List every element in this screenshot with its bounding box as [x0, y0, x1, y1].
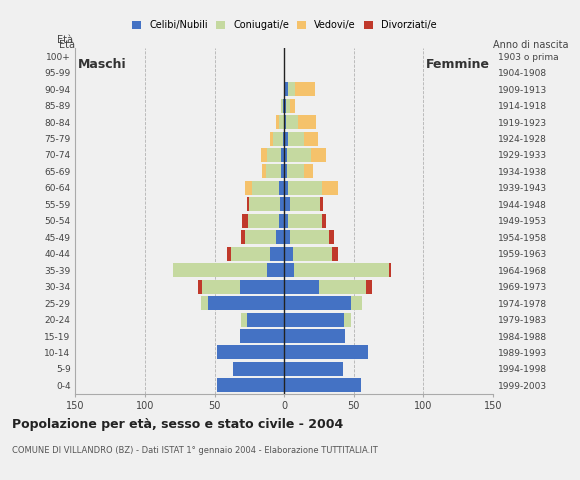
Bar	[290, 230, 329, 244]
Bar	[288, 132, 304, 145]
Bar	[304, 165, 313, 179]
Bar	[332, 247, 336, 261]
Bar	[281, 165, 284, 179]
Bar	[284, 296, 351, 310]
Bar	[231, 247, 270, 261]
Bar	[284, 329, 346, 343]
Bar	[284, 197, 290, 211]
Bar	[242, 214, 248, 228]
Bar	[276, 115, 278, 129]
Bar	[298, 115, 316, 129]
Bar	[284, 247, 292, 261]
Bar	[329, 230, 333, 244]
Bar	[290, 98, 295, 113]
Bar	[241, 312, 246, 326]
Text: Maschi: Maschi	[78, 58, 127, 71]
Bar	[278, 181, 284, 195]
Bar	[294, 263, 389, 277]
Bar	[304, 132, 318, 145]
Bar	[287, 148, 311, 162]
Text: Anno di nascita: Anno di nascita	[493, 40, 568, 50]
Bar	[285, 115, 298, 129]
Bar	[284, 132, 288, 145]
Bar	[248, 214, 278, 228]
Bar	[252, 181, 278, 195]
Bar	[173, 263, 267, 277]
Bar	[278, 214, 284, 228]
Text: Età: Età	[59, 40, 75, 50]
Bar	[249, 197, 280, 211]
Bar	[322, 214, 326, 228]
Bar	[245, 181, 252, 195]
Bar	[233, 362, 284, 376]
Bar	[273, 132, 283, 145]
Text: Femmine: Femmine	[426, 58, 490, 71]
Bar	[284, 312, 344, 326]
Legend: Celibi/Nubili, Coniugati/e, Vedovi/e, Divorziati/e: Celibi/Nubili, Coniugati/e, Vedovi/e, Di…	[130, 18, 438, 32]
Bar	[284, 165, 287, 179]
Bar	[283, 98, 284, 113]
Bar	[320, 197, 323, 211]
Bar	[270, 132, 273, 145]
Bar	[267, 263, 284, 277]
Bar	[262, 165, 266, 179]
Bar	[344, 312, 351, 326]
Bar	[292, 247, 332, 261]
Bar	[284, 280, 319, 294]
Bar	[332, 247, 339, 261]
Bar	[281, 148, 284, 162]
Bar	[284, 230, 290, 244]
Bar	[288, 214, 322, 228]
Bar	[285, 98, 290, 113]
Bar	[201, 296, 208, 310]
Bar	[284, 148, 287, 162]
Bar	[267, 148, 281, 162]
Bar	[329, 230, 334, 244]
Bar	[283, 132, 284, 145]
Bar	[208, 296, 284, 310]
Bar	[202, 280, 240, 294]
Bar	[245, 230, 276, 244]
Bar	[284, 362, 343, 376]
Bar	[389, 263, 392, 277]
Bar	[284, 98, 285, 113]
Bar	[284, 263, 294, 277]
Bar	[351, 296, 362, 310]
Bar	[284, 115, 285, 129]
Bar	[240, 329, 284, 343]
Bar	[278, 115, 284, 129]
Text: Età: Età	[57, 35, 72, 45]
Bar	[246, 197, 249, 211]
Bar	[246, 312, 284, 326]
Bar	[260, 148, 267, 162]
Bar	[218, 378, 284, 392]
Bar	[284, 214, 288, 228]
Bar	[240, 280, 284, 294]
Bar	[284, 378, 361, 392]
Bar	[281, 98, 283, 113]
Bar	[280, 197, 284, 211]
Bar	[270, 247, 284, 261]
Bar	[288, 82, 295, 96]
Bar	[290, 197, 320, 211]
Bar	[241, 230, 245, 244]
Text: COMUNE DI VILLANDRO (BZ) - Dati ISTAT 1° gennaio 2004 - Elaborazione TUTTITALIA.: COMUNE DI VILLANDRO (BZ) - Dati ISTAT 1°…	[12, 446, 378, 456]
Bar	[322, 181, 339, 195]
Bar	[288, 181, 322, 195]
Bar	[218, 346, 284, 360]
Bar	[284, 82, 288, 96]
Bar	[266, 165, 281, 179]
Bar	[295, 82, 315, 96]
Text: Popolazione per età, sesso e stato civile - 2004: Popolazione per età, sesso e stato civil…	[12, 418, 343, 431]
Bar	[287, 165, 304, 179]
Bar	[284, 346, 368, 360]
Bar	[284, 181, 288, 195]
Bar	[311, 148, 326, 162]
Bar	[198, 280, 202, 294]
Bar	[227, 247, 231, 261]
Bar	[367, 280, 372, 294]
Bar	[322, 214, 326, 228]
Bar	[276, 230, 284, 244]
Bar	[319, 280, 367, 294]
